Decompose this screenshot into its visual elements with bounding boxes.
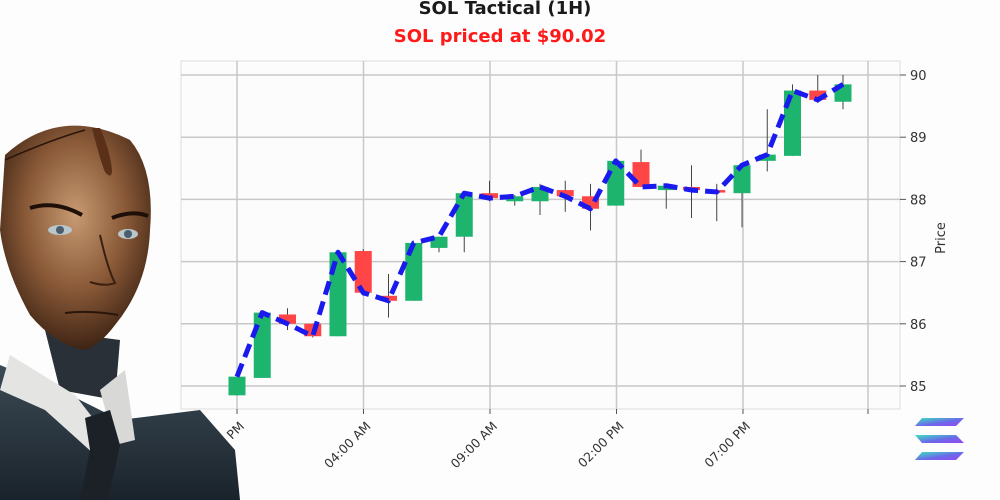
y-tick-label: 87 xyxy=(910,256,927,271)
y-tick-label: 85 xyxy=(910,380,927,395)
x-tick-label: 07:00 PM xyxy=(701,419,753,471)
candle xyxy=(253,312,271,378)
y-tick-label: 86 xyxy=(910,318,927,333)
price-line xyxy=(234,82,845,378)
candle xyxy=(455,193,473,253)
y-axis-label: Price xyxy=(934,222,949,254)
candle xyxy=(506,195,524,206)
avatar xyxy=(0,125,240,500)
chart-title: SOL Tactical (1H) xyxy=(418,0,592,19)
y-tick-label: 88 xyxy=(910,193,927,208)
price-subtitle: SOL priced at $90.02 xyxy=(393,26,607,47)
x-tick-label: 02:00 PM xyxy=(575,419,627,471)
candle xyxy=(430,236,448,253)
candle xyxy=(758,109,776,172)
x-tick-label: 04:00 AM xyxy=(321,419,374,472)
y-tick-label: 89 xyxy=(910,131,927,146)
solana-logo xyxy=(915,418,964,460)
candle xyxy=(405,242,423,301)
y-tick-label: 90 xyxy=(910,69,927,84)
y-axis: 85 86 87 88 89 90 xyxy=(900,69,927,395)
candle xyxy=(228,376,246,396)
x-axis: 00 PM 04:00 AM 09:00 AM 02:00 PM 07:00 PM xyxy=(210,409,869,472)
x-tick-label: 09:00 AM xyxy=(448,419,501,472)
candle xyxy=(733,165,751,228)
